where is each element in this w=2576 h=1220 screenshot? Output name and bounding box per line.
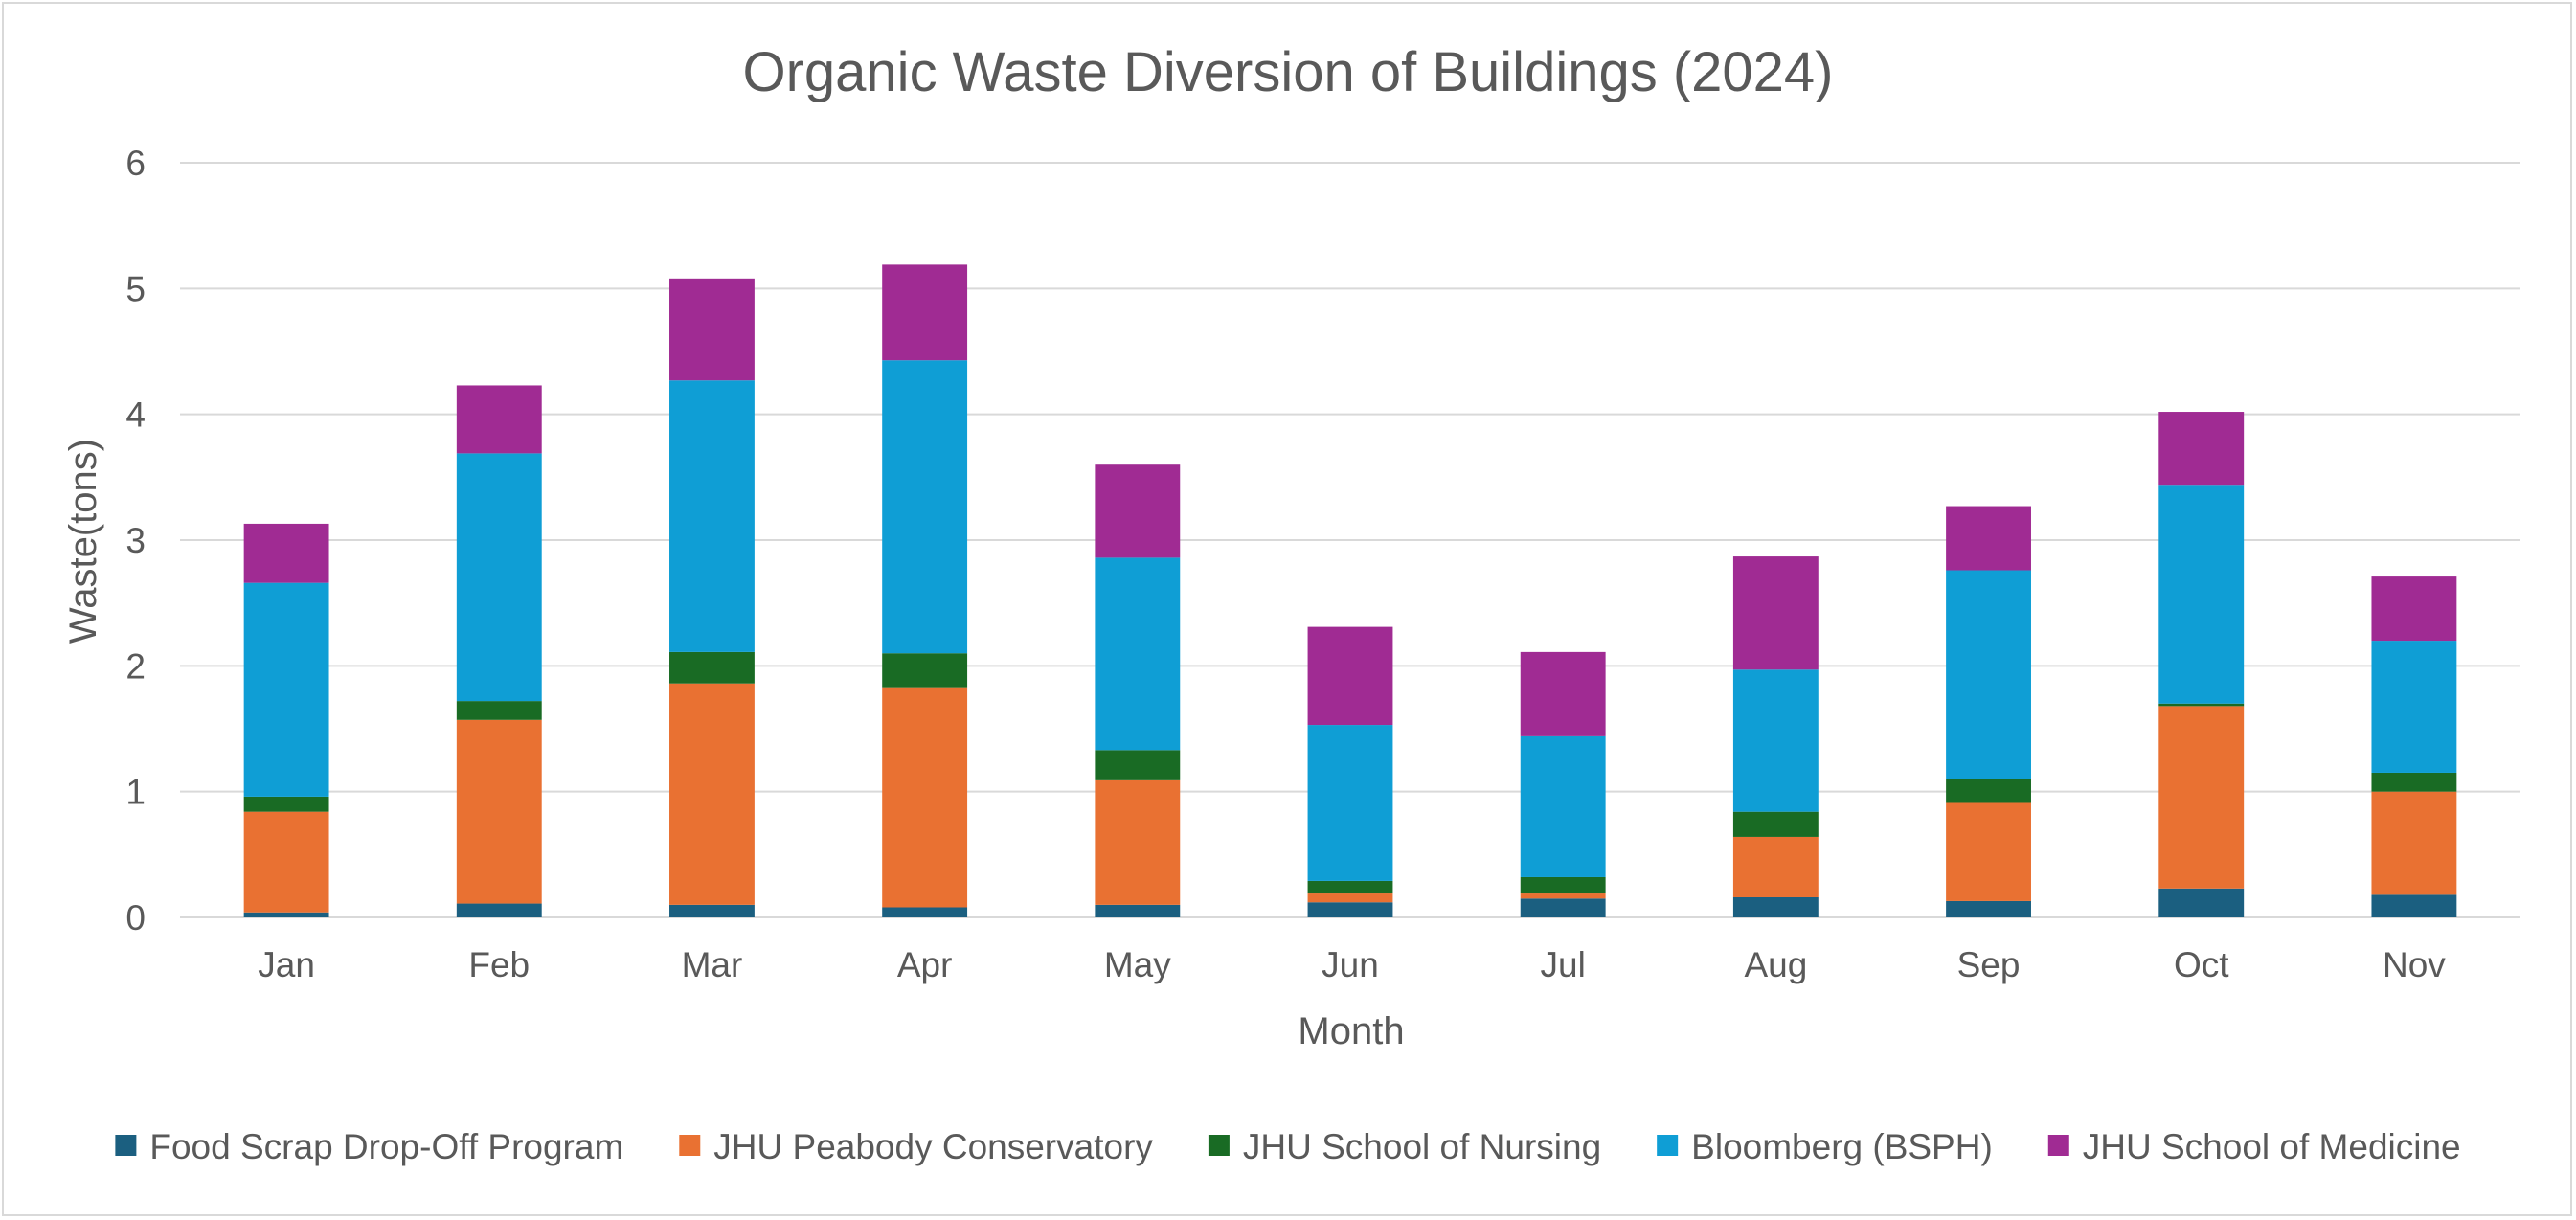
bar-segment: [1946, 506, 2031, 571]
bar-segment: [1307, 626, 1393, 726]
bar-segment: [1520, 876, 1606, 894]
bar-segment: [1732, 836, 1819, 897]
bar-segment: [1732, 556, 1819, 670]
bar-segment: [1520, 898, 1606, 917]
bar-segment: [1946, 570, 2031, 779]
bar-segment: [2158, 485, 2245, 704]
legend-label: Food Scrap Drop-Off Program: [149, 1127, 623, 1166]
legend-item: JHU Peabody Conservatory: [679, 1127, 1153, 1166]
bar-segment: [2158, 706, 2245, 889]
y-tick-label: 2: [125, 646, 146, 686]
bar-segment: [1946, 802, 2031, 901]
x-axis-ticks: Jan Feb Mar Apr May Jun Jul Aug Sep Oct Nov: [258, 945, 2446, 984]
legend-swatch: [2047, 1135, 2069, 1156]
y-tick-label: 4: [125, 395, 146, 435]
legend-label: JHU School of Medicine: [2083, 1127, 2461, 1166]
bar-segment: [669, 380, 755, 652]
bar-segment: [2371, 772, 2457, 792]
legend-label: JHU School of Nursing: [1243, 1127, 1601, 1166]
bar-segment: [1307, 902, 1393, 917]
bar-segment: [1307, 880, 1393, 894]
x-tick-label: Nov: [2383, 945, 2446, 984]
legend-swatch: [115, 1135, 137, 1156]
y-tick-label: 6: [125, 144, 146, 183]
bar-segment: [1946, 779, 2031, 803]
legend-item: Bloomberg (BSPH): [1657, 1127, 1993, 1166]
bar-segment: [456, 903, 542, 917]
bar-segment: [243, 523, 329, 583]
bar-segment: [1946, 900, 2031, 917]
legend-item: JHU School of Medicine: [2047, 1127, 2461, 1166]
x-tick-label: Jan: [258, 945, 315, 984]
legend-swatch: [1657, 1135, 1679, 1156]
x-tick-label: Jun: [1322, 945, 1379, 984]
x-tick-label: Feb: [468, 945, 530, 984]
bar-segment: [243, 796, 329, 812]
y-tick-label: 0: [125, 898, 146, 938]
legend-item: Food Scrap Drop-Off Program: [115, 1127, 623, 1166]
x-tick-label: Sep: [1957, 945, 2021, 984]
bar-segment: [1520, 651, 1606, 736]
x-tick-label: May: [1104, 945, 1171, 984]
bar-segment: [882, 907, 968, 917]
bar-segment: [669, 278, 755, 381]
bar-segment: [2371, 641, 2457, 773]
y-axis-label: Waste(tons): [62, 439, 104, 644]
bar-segment: [456, 719, 542, 904]
bar-segment: [669, 904, 755, 917]
bar-segment: [456, 385, 542, 454]
bar-segment: [882, 653, 968, 688]
bar-segment: [669, 651, 755, 684]
bar-segment: [243, 811, 329, 913]
bar-segment: [882, 264, 968, 361]
bar-segment: [2158, 703, 2245, 707]
legend: Food Scrap Drop-Off Program JHU Peabody C…: [115, 1127, 2461, 1166]
bar-segment: [2158, 412, 2245, 486]
bar-segment: [1732, 896, 1819, 917]
bar-segment: [1520, 893, 1606, 899]
bar-segment: [1095, 464, 1181, 558]
bar-segment: [2371, 791, 2457, 895]
bar-segment: [1307, 725, 1393, 881]
gridlines: [180, 162, 2520, 918]
x-tick-label: Mar: [682, 945, 743, 984]
bar-segment: [882, 687, 968, 908]
bar-segment: [456, 453, 542, 702]
y-tick-label: 5: [125, 269, 146, 308]
legend-swatch: [679, 1135, 701, 1156]
legend-swatch: [1208, 1135, 1230, 1156]
chart-title: Organic Waste Diversion of Buildings (20…: [742, 41, 1833, 103]
bar-segment: [1095, 904, 1181, 917]
x-tick-label: Apr: [897, 945, 953, 984]
bar-segment: [2371, 576, 2457, 642]
bars: [243, 264, 2457, 917]
y-tick-label: 3: [125, 521, 146, 560]
bar-segment: [882, 360, 968, 654]
bar-segment: [1520, 735, 1606, 877]
bar-segment: [2371, 894, 2457, 917]
legend-label: Bloomberg (BSPH): [1691, 1127, 1993, 1166]
legend-item: JHU School of Nursing: [1208, 1127, 1601, 1166]
x-tick-label: Aug: [1744, 945, 1807, 984]
bar-segment: [669, 683, 755, 905]
bar-segment: [1095, 557, 1181, 751]
y-axis-ticks: 0 1 2 3 4 5 6: [125, 144, 146, 938]
x-axis-label: Month: [1298, 1010, 1404, 1052]
bar-segment: [456, 701, 542, 720]
x-tick-label: Oct: [2174, 945, 2229, 984]
x-tick-label: Jul: [1541, 945, 1586, 984]
bar-segment: [2158, 888, 2245, 917]
bar-segment: [1095, 750, 1181, 780]
bar-segment: [1307, 893, 1393, 903]
y-tick-label: 1: [125, 773, 146, 812]
bar-segment: [243, 912, 329, 917]
bar-segment: [243, 582, 329, 797]
bar-segment: [1095, 779, 1181, 905]
bar-segment: [1732, 669, 1819, 812]
bar-segment: [1732, 811, 1819, 837]
legend-label: JHU Peabody Conservatory: [713, 1127, 1153, 1166]
